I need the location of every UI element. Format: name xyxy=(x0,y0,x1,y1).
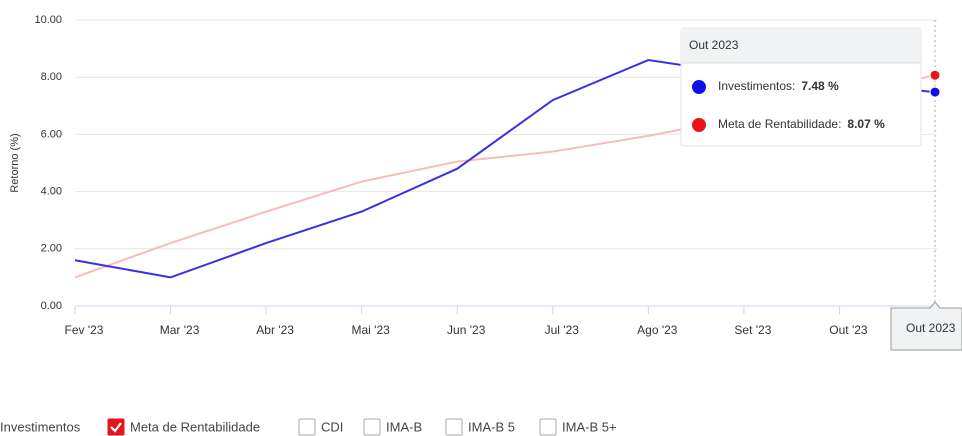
crosshair-label-box: Out 2023 xyxy=(890,301,962,351)
legend-check xyxy=(110,422,122,433)
x-tick-label: Jun '23 xyxy=(447,323,486,337)
tooltip-header-bg xyxy=(681,28,921,63)
legend-label[interactable]: IMA-B 5 xyxy=(468,419,515,434)
tooltip-item: Meta de Rentabilidade: 8.07 % xyxy=(718,117,885,131)
legend: Investimentos Meta de Rentabilidade CDI IMA… xyxy=(0,418,617,436)
x-tick-label: Out '23 xyxy=(829,323,868,337)
tooltip-item-name: Investimentos: xyxy=(718,79,795,93)
y-tick-label: 0.00 xyxy=(41,300,62,312)
tooltip-dot xyxy=(692,118,706,132)
legend-checkbox[interactable] xyxy=(445,418,463,436)
y-tick-label: 6.00 xyxy=(41,128,62,140)
x-tick-label: Jul '23 xyxy=(545,323,580,337)
y-axis-label: Retorno (%) xyxy=(9,133,21,192)
x-tick-label: Set '23 xyxy=(734,323,771,337)
hover-marker xyxy=(929,86,941,98)
tooltip-dot xyxy=(692,80,706,94)
x-tick-label: Mar '23 xyxy=(160,323,200,337)
x-tick-label: Abr '23 xyxy=(256,323,294,337)
legend-label[interactable]: IMA-B xyxy=(386,419,422,434)
legend-label[interactable]: CDI xyxy=(321,419,343,434)
y-tick-label: 2.00 xyxy=(41,243,62,255)
tooltip-item-value: 7.48 % xyxy=(801,79,839,93)
x-tick-label: Mai '23 xyxy=(352,323,391,337)
legend-label[interactable]: Investimentos xyxy=(0,419,81,434)
legend-checkbox[interactable] xyxy=(107,418,125,436)
legend-checkbox[interactable] xyxy=(298,418,316,436)
tooltip-item-value: 8.07 % xyxy=(847,117,885,131)
tooltip-item: Investimentos: 7.48 % xyxy=(718,79,839,93)
y-tick-label: 4.00 xyxy=(41,186,62,198)
tooltip-item-name: Meta de Rentabilidade: xyxy=(718,117,841,131)
legend-checkbox[interactable] xyxy=(363,418,381,436)
crosshair-label: Out 2023 xyxy=(906,321,956,335)
legend-label[interactable]: Meta de Rentabilidade xyxy=(130,419,260,434)
x-tick-label: Ago '23 xyxy=(637,323,678,337)
hover-marker xyxy=(929,69,941,81)
legend-checkbox[interactable] xyxy=(539,418,557,436)
y-tick-label: 8.00 xyxy=(41,71,62,83)
y-tick-label: 10.00 xyxy=(34,14,62,26)
tooltip-title: Out 2023 xyxy=(689,38,739,52)
x-tick-label: Fev '23 xyxy=(65,323,104,337)
legend-label[interactable]: IMA-B 5+ xyxy=(562,419,617,434)
crosshair-label-bg xyxy=(890,301,962,351)
tooltip: Out 2023 Investimentos: 7.48 % Meta de Rent… xyxy=(680,27,922,147)
